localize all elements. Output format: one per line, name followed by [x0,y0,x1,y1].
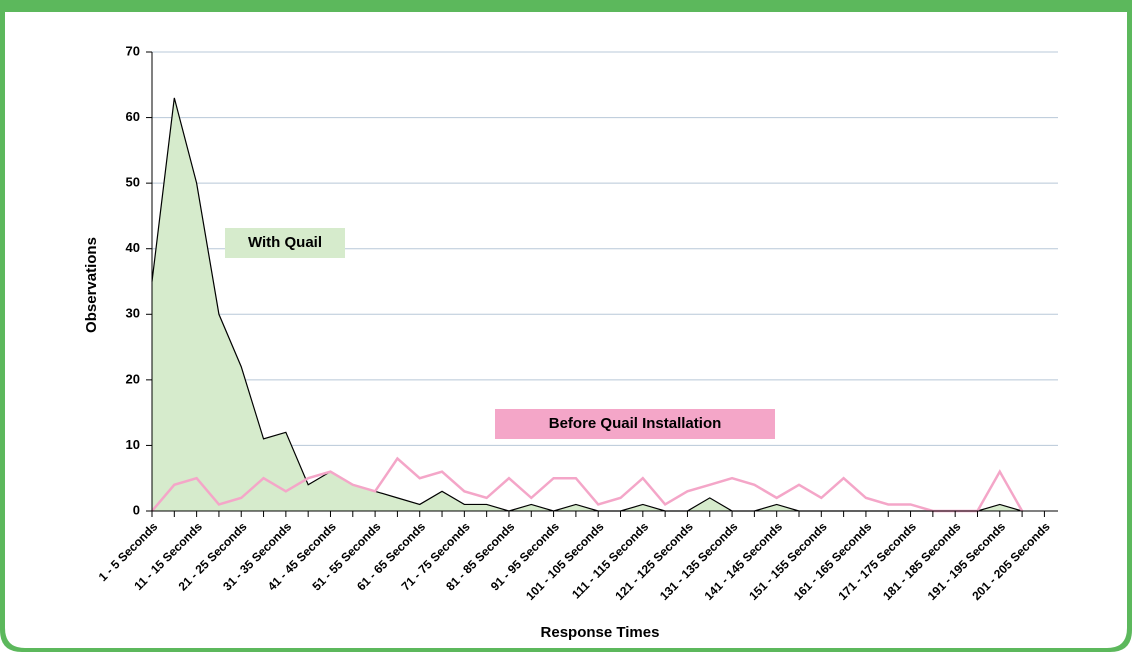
y-tick-label: 10 [126,437,140,452]
annotation: Before Quail Installation [549,415,722,432]
annotation-box [225,228,345,258]
y-tick-label: 70 [126,43,140,58]
y-axis-label: Observations [83,237,100,333]
y-tick-label: 60 [126,109,140,124]
y-tick-label: 20 [126,371,140,386]
annotation: With Quail [248,234,322,251]
annotation-box [495,409,775,439]
y-tick-label: 40 [126,240,140,255]
y-tick-label: 30 [126,306,140,321]
line [151,456,1024,513]
area [152,97,1023,512]
y-tick-label: 0 [133,502,140,517]
y-tick-label: 50 [126,175,140,190]
x-axis-label: Response Times [541,624,660,641]
